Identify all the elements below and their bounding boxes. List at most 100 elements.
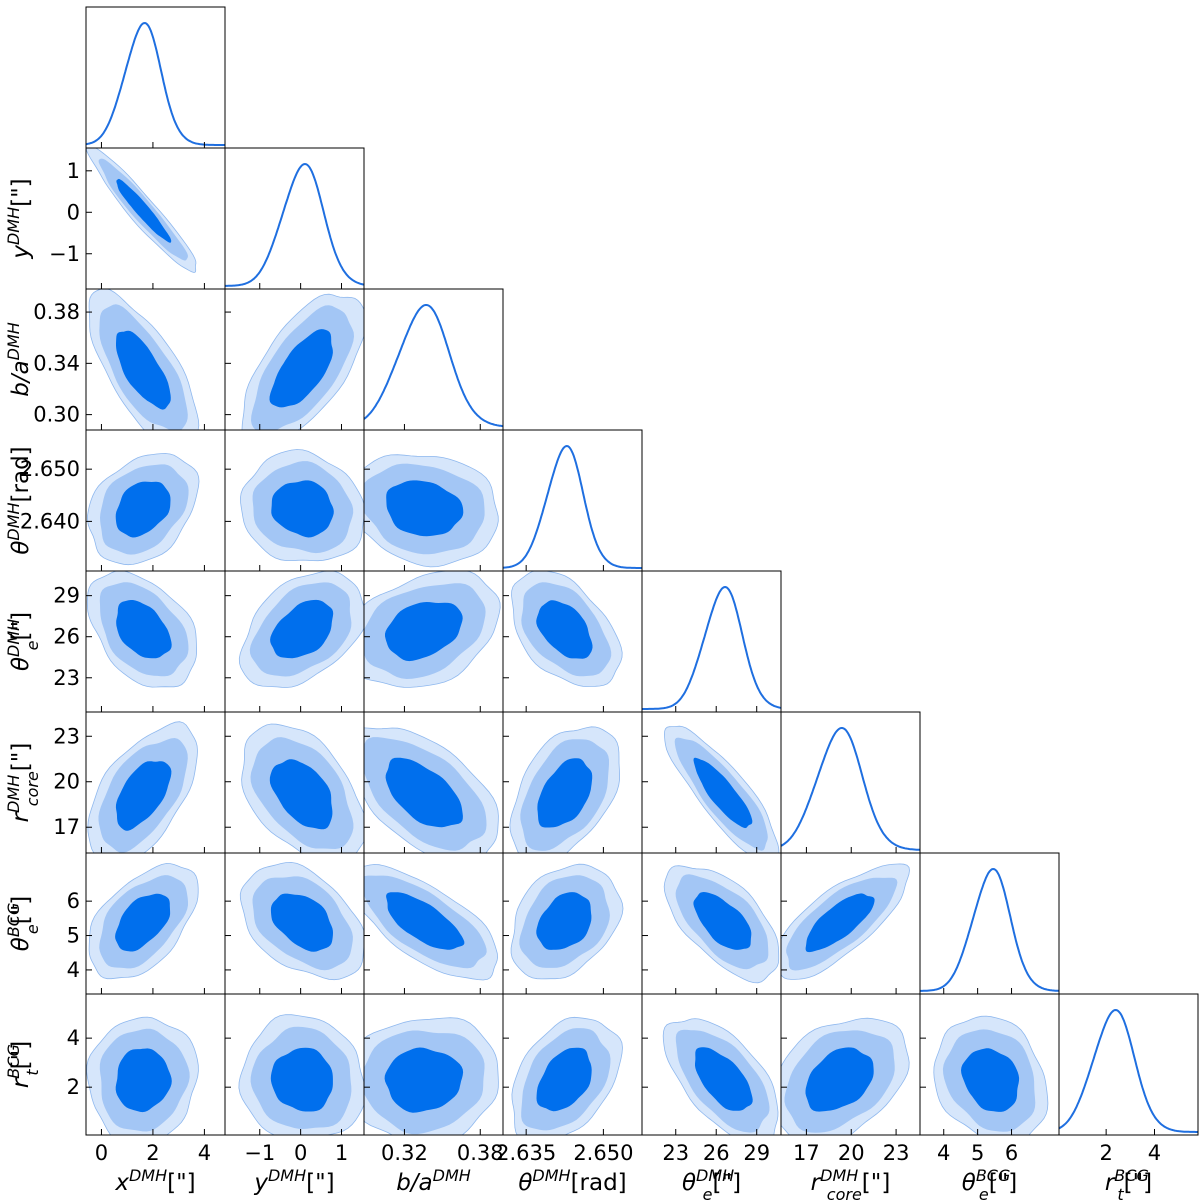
marginal-rc [780, 711, 921, 854]
x-tick-label: 2.635 [496, 1141, 556, 1165]
panel-y-th [224, 429, 365, 572]
panel-th-rc [502, 711, 643, 854]
plot-cells [85, 6, 1199, 1136]
y-tick-label: 1 [67, 159, 80, 183]
y-tick-label: 20 [53, 770, 80, 794]
panel-rc-tb [780, 852, 921, 995]
contour-68 [536, 1047, 592, 1112]
contour-68 [116, 178, 172, 243]
marginal-tb [919, 852, 1060, 995]
y-tick-label: 2.650 [20, 457, 80, 481]
contour-68 [116, 330, 171, 410]
panel-y-te [224, 570, 365, 713]
x-tick-label: 4 [198, 1141, 211, 1165]
contour-68 [270, 893, 333, 952]
y-axis-label-th: θDMH[rad] [4, 446, 35, 554]
contour-68 [805, 1047, 874, 1112]
panel-te-rc [641, 711, 782, 854]
density-curve [364, 304, 503, 428]
y-tick-label: 5 [67, 924, 80, 948]
contour-68 [693, 757, 753, 829]
contour-68 [269, 329, 333, 408]
contour-68 [115, 481, 171, 538]
panel-ba-th [363, 429, 504, 572]
contour-68 [961, 1048, 1020, 1112]
panel-frame [919, 852, 1060, 995]
y-axis-label-tb: θBCGe["] [4, 896, 42, 952]
x-tick-label: 0 [95, 1141, 108, 1165]
y-axis-label-rc: rDMHcore["] [4, 743, 42, 823]
x-axis-label-te: θDMH e["] [682, 1166, 741, 1200]
contour-68 [537, 758, 593, 828]
y-axis-label-ba: b/aDMH [4, 322, 35, 397]
y-axis-label-rt: rBCGt["] [4, 1041, 42, 1088]
panel-ba-rt [363, 993, 504, 1136]
y-tick-label: 0.34 [33, 351, 80, 375]
axis-labels: 0 2 4 −1 0 1 0.32 0.382.635 2.650 23 26 29 17 20 23 4 5 6… [4, 159, 1162, 1200]
y-tick-label: 4 [67, 958, 80, 982]
density-curve [920, 867, 1059, 992]
y-tick-label: 4 [67, 1026, 80, 1050]
x-tick-label: 6 [1005, 1141, 1018, 1165]
x-tick-label: 29 [743, 1141, 770, 1165]
x-tick-label: 20 [838, 1141, 865, 1165]
panel-y-rt [224, 993, 365, 1136]
y-tick-label: 23 [53, 666, 80, 690]
contour-68 [115, 761, 172, 831]
panel-x-th [85, 429, 226, 572]
x-tick-label: 23 [662, 1141, 689, 1165]
y-tick-label: 26 [53, 625, 80, 649]
panel-ba-te [363, 570, 504, 713]
contour-68 [270, 599, 334, 659]
x-tick-label: 4 [1148, 1141, 1161, 1165]
y-tick-label: 0.30 [33, 403, 80, 427]
y-axis-label-te: θDMHe["] [4, 612, 42, 671]
x-tick-label: 2.650 [573, 1141, 633, 1165]
density-curve [503, 444, 642, 569]
x-tick-label: 0.38 [457, 1141, 504, 1165]
contour-68 [536, 600, 593, 659]
panel-ba-tb [363, 852, 504, 995]
density-curve [225, 162, 364, 287]
x-tick-label: 0.32 [381, 1141, 428, 1165]
contour-68 [384, 1047, 464, 1113]
panel-y-tb [224, 852, 365, 995]
contour-68 [693, 892, 752, 950]
marginal-te [641, 570, 782, 713]
x-tick-label: 5 [971, 1141, 984, 1165]
x-tick-label: 2 [1099, 1141, 1112, 1165]
panel-x-te [85, 570, 226, 713]
y-tick-label: 29 [53, 584, 80, 608]
x-tick-label: 0 [294, 1141, 307, 1165]
density-curve [642, 585, 781, 710]
panel-x-tb [85, 852, 226, 995]
x-axis-label-th: θDMH[rad] [518, 1166, 626, 1197]
y-tick-label: 2 [67, 1075, 80, 1099]
panel-te-tb [641, 852, 782, 995]
contour-68 [269, 759, 333, 830]
y-axis-label-y: yDMH["] [4, 178, 35, 259]
contour-68 [805, 893, 875, 953]
marginal-rt [1058, 993, 1199, 1136]
x-tick-label: 23 [883, 1141, 910, 1165]
contour-68 [386, 892, 465, 950]
x-tick-label: 26 [703, 1141, 730, 1165]
panel-th-rt [502, 993, 643, 1136]
x-axis-label-y: yDMH["] [253, 1166, 334, 1197]
marginal-ba [363, 288, 504, 431]
panel-rc-rt [780, 993, 921, 1136]
contour-68 [115, 1048, 172, 1113]
density-curve [781, 727, 920, 851]
contour-68 [695, 1047, 753, 1111]
x-axis-label-rt: rBCG t["] [1105, 1166, 1152, 1200]
contour-68 [536, 892, 592, 950]
panel-th-te [502, 570, 643, 713]
panel-th-tb [502, 852, 643, 995]
contour-68 [385, 757, 463, 828]
x-tick-label: 2 [146, 1141, 159, 1165]
contour-68 [271, 480, 334, 538]
x-tick-label: −1 [244, 1141, 275, 1165]
y-tick-label: 2.640 [20, 509, 80, 533]
panel-x-rc [85, 711, 226, 854]
